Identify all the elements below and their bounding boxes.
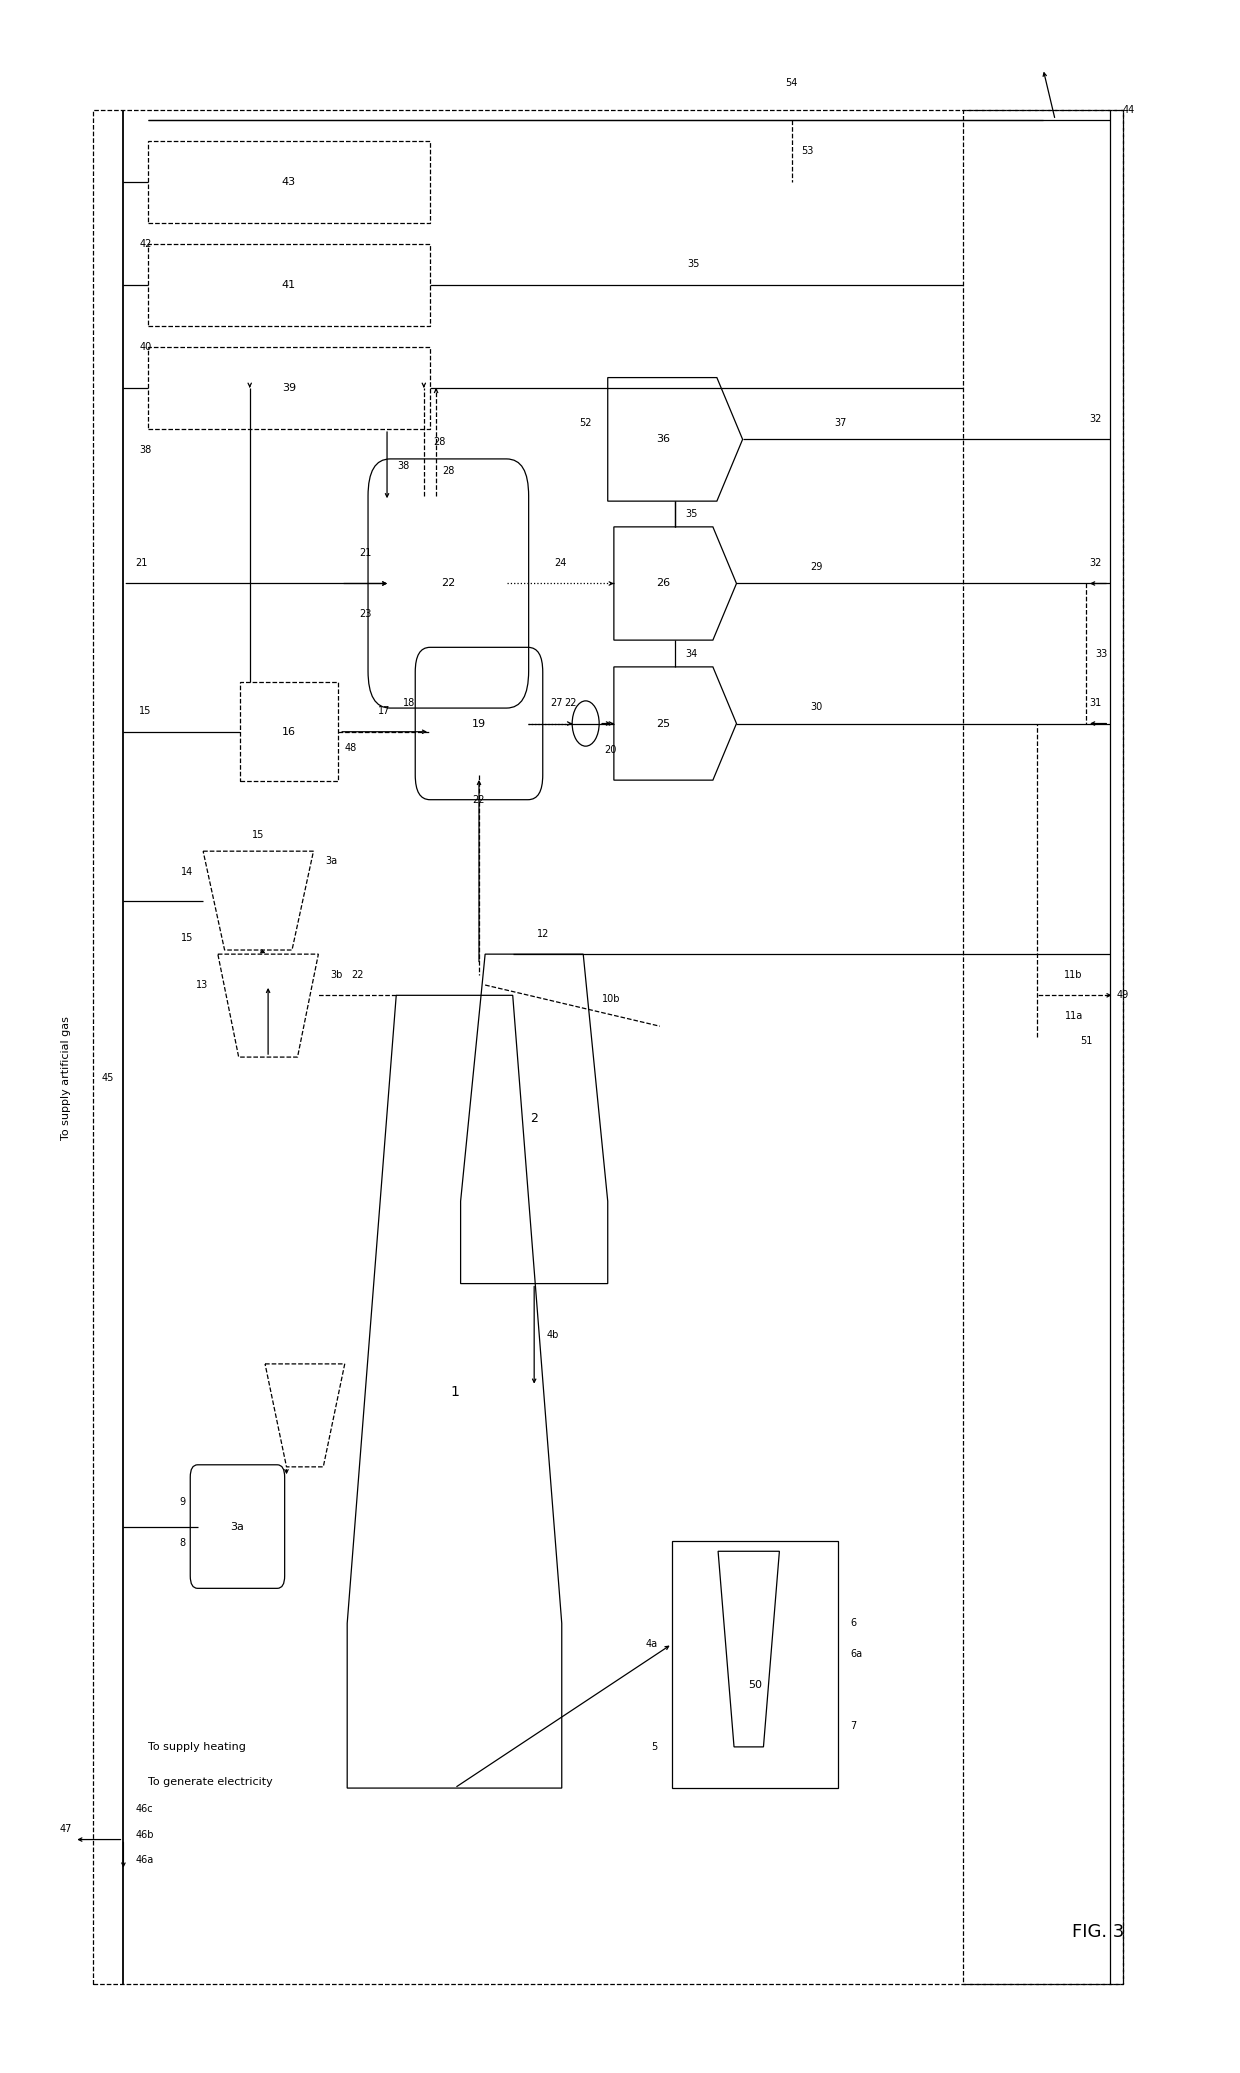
Text: 39: 39 (281, 384, 296, 394)
Text: 13: 13 (196, 981, 208, 991)
Text: 4b: 4b (547, 1331, 559, 1339)
Text: 27: 27 (551, 699, 563, 707)
Text: 9: 9 (180, 1497, 185, 1507)
Text: To supply artificial gas: To supply artificial gas (61, 1016, 71, 1140)
Text: 34: 34 (684, 649, 697, 659)
Text: 31: 31 (1090, 699, 1102, 707)
Text: 28: 28 (443, 466, 455, 477)
Text: 48: 48 (345, 744, 356, 752)
Text: 14: 14 (181, 867, 193, 877)
Text: 23: 23 (360, 609, 372, 620)
Text: 3a: 3a (326, 856, 337, 867)
Text: 24: 24 (554, 558, 567, 568)
Bar (148, 245, 430, 325)
Text: 19: 19 (472, 719, 486, 728)
Text: 29: 29 (810, 562, 822, 572)
Text: 10b: 10b (601, 995, 620, 1005)
Text: 3a: 3a (231, 1522, 244, 1532)
Text: 6: 6 (849, 1619, 856, 1629)
Text: 4a: 4a (645, 1640, 657, 1648)
Text: 28: 28 (434, 437, 446, 448)
Text: 16: 16 (281, 728, 296, 736)
Text: 25: 25 (656, 719, 670, 728)
Text: 22: 22 (351, 970, 363, 981)
Text: 11a: 11a (1064, 1012, 1083, 1020)
Bar (148, 346, 430, 429)
Text: 45: 45 (102, 1072, 114, 1082)
Text: To generate electricity: To generate electricity (148, 1777, 273, 1787)
Text: 22: 22 (564, 699, 577, 707)
Text: 35: 35 (687, 259, 699, 269)
Text: 22: 22 (441, 578, 455, 589)
Bar (93, 110, 1122, 1984)
Text: 51: 51 (1080, 1036, 1092, 1045)
Text: 43: 43 (281, 176, 296, 187)
Text: 30: 30 (810, 703, 822, 711)
Text: 1: 1 (450, 1385, 459, 1399)
Text: 20: 20 (604, 746, 616, 755)
Text: 37: 37 (835, 419, 847, 427)
Text: 38: 38 (139, 444, 151, 454)
Text: 15: 15 (252, 829, 264, 840)
Text: 44: 44 (1122, 106, 1135, 114)
Text: 22: 22 (472, 794, 485, 804)
Text: To supply heating: To supply heating (148, 1741, 246, 1752)
Text: 49: 49 (1116, 991, 1128, 1001)
Text: 47: 47 (60, 1824, 72, 1835)
Text: 12: 12 (537, 929, 549, 939)
Text: 42: 42 (139, 238, 151, 249)
Text: 32: 32 (1090, 558, 1102, 568)
Bar (239, 682, 339, 782)
Text: 11b: 11b (1064, 970, 1083, 981)
Text: 46c: 46c (135, 1804, 154, 1814)
Text: 46b: 46b (135, 1830, 154, 1841)
Text: 21: 21 (360, 547, 372, 558)
Text: 46a: 46a (135, 1855, 154, 1866)
Text: 18: 18 (403, 699, 415, 707)
Text: 41: 41 (281, 280, 296, 290)
Text: 32: 32 (1090, 415, 1102, 423)
Text: 6a: 6a (849, 1650, 862, 1658)
Bar (672, 1540, 838, 1789)
Bar (148, 141, 430, 224)
Text: 7: 7 (849, 1721, 856, 1731)
Text: 35: 35 (684, 510, 697, 518)
Text: 52: 52 (579, 419, 591, 427)
Text: 53: 53 (801, 145, 813, 155)
Text: 54: 54 (785, 79, 797, 89)
Text: 26: 26 (656, 578, 670, 589)
Text: 38: 38 (397, 460, 409, 471)
Text: 2: 2 (531, 1113, 538, 1126)
Text: 36: 36 (656, 435, 670, 444)
Bar (963, 110, 1122, 1984)
Text: FIG. 3: FIG. 3 (1073, 1924, 1125, 1940)
Text: 50: 50 (748, 1679, 761, 1689)
Text: 33: 33 (1096, 649, 1109, 659)
Text: 5: 5 (651, 1741, 657, 1752)
Text: 40: 40 (139, 342, 151, 352)
Text: 15: 15 (181, 933, 193, 943)
Text: 3b: 3b (331, 970, 343, 981)
Text: 21: 21 (135, 558, 148, 568)
Text: 15: 15 (139, 707, 151, 715)
Text: 8: 8 (180, 1538, 185, 1549)
Text: 17: 17 (378, 707, 391, 715)
